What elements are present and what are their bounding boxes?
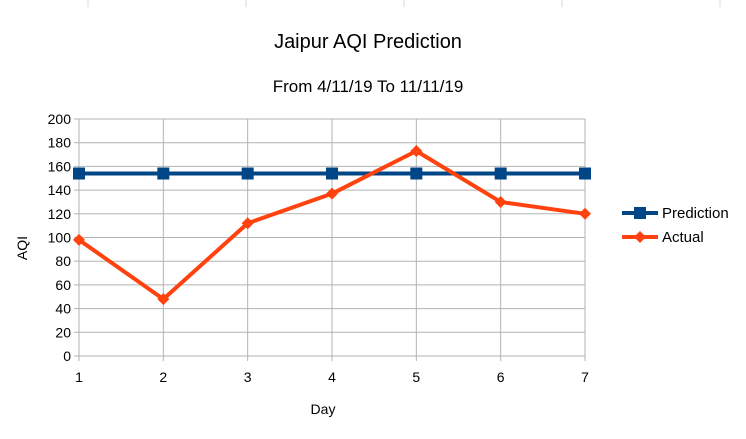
y-tick-label: 20 <box>55 324 71 340</box>
data-point-actual <box>241 217 254 230</box>
legend-item-prediction: Prediction <box>622 205 729 222</box>
chart-title: Jaipur AQI Prediction <box>274 31 462 53</box>
x-tick-label: 4 <box>328 369 336 385</box>
series-actual <box>73 144 591 306</box>
x-tick-label: 6 <box>497 369 505 385</box>
series-layer <box>73 144 591 306</box>
data-point-prediction <box>73 167 85 180</box>
y-tick-label: 140 <box>48 182 72 198</box>
y-tick-label: 100 <box>48 230 72 246</box>
x-tick-label: 2 <box>159 369 167 385</box>
legend-swatch-marker <box>634 207 646 219</box>
x-tick-label: 1 <box>75 369 83 385</box>
gridlines <box>78 118 586 357</box>
y-axis-label: AQI <box>14 236 30 260</box>
chart-subtitle: From 4/11/19 To 11/11/19 <box>273 77 464 96</box>
data-point-prediction <box>494 167 507 180</box>
data-point-actual <box>410 144 423 157</box>
y-tick-label: 80 <box>55 253 71 269</box>
data-point-prediction <box>579 167 591 180</box>
y-tick-label: 40 <box>55 301 71 317</box>
y-tick-label: 200 <box>48 111 72 127</box>
y-tick-labels: 0 20 40 60 80 100 120 140 160 180 200 <box>48 111 72 364</box>
data-point-actual <box>494 195 507 208</box>
series-prediction <box>73 167 591 180</box>
data-point-actual <box>326 187 338 200</box>
legend-label: Actual <box>662 229 704 246</box>
y-tick-label: 180 <box>48 135 72 151</box>
legend-item-actual: Actual <box>622 229 704 246</box>
x-tick-labels: 1 2 3 4 5 6 7 <box>75 369 589 385</box>
data-point-actual <box>579 207 591 220</box>
axes <box>74 118 586 361</box>
data-point-prediction <box>241 167 254 180</box>
x-tick-label: 3 <box>244 369 252 385</box>
y-tick-label: 0 <box>63 348 71 364</box>
x-tick-label: 5 <box>412 369 420 385</box>
top-strip-marks <box>87 0 721 7</box>
y-tick-label: 120 <box>48 206 72 222</box>
y-tick-label: 60 <box>55 277 71 293</box>
x-axis-label: Day <box>311 401 336 417</box>
data-point-prediction <box>326 167 338 180</box>
x-tick-label: 7 <box>581 369 589 385</box>
data-point-prediction <box>157 167 170 180</box>
data-point-prediction <box>410 167 423 180</box>
data-point-actual <box>157 293 170 306</box>
legend: Prediction Actual <box>622 205 729 246</box>
data-point-actual <box>73 233 85 246</box>
legend-label: Prediction <box>662 205 729 222</box>
legend-swatch-marker <box>634 231 646 243</box>
y-tick-label: 160 <box>48 158 72 174</box>
